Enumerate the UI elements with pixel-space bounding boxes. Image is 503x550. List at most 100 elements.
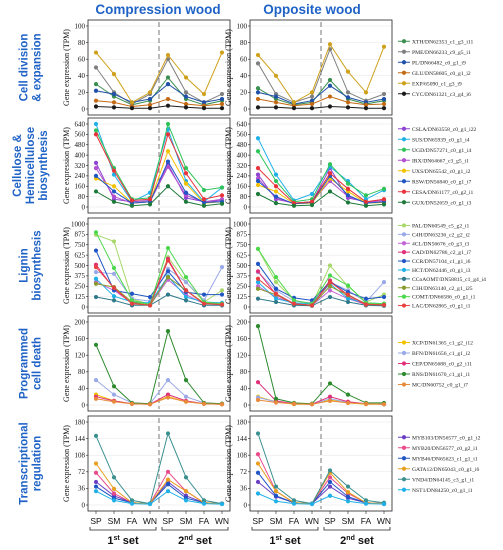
legend-item: C3H/DN63140_c2_g1_i25 xyxy=(398,285,473,292)
data-point xyxy=(345,200,351,205)
y-tick-label: 625 xyxy=(237,251,248,259)
y-tick-label: 0 xyxy=(244,203,248,211)
data-point xyxy=(345,181,351,186)
data-point xyxy=(327,171,333,176)
data-point xyxy=(183,190,189,195)
series-line xyxy=(257,79,385,106)
data-point xyxy=(345,186,351,191)
y-tick-label: 144 xyxy=(237,435,248,443)
series-line xyxy=(95,431,223,505)
series-line xyxy=(257,95,385,107)
data-point xyxy=(111,199,117,204)
data-point xyxy=(111,91,117,97)
series-cw-2 xyxy=(93,121,225,202)
column-title-compression: Compression wood xyxy=(95,2,220,17)
legend-swatch-dot xyxy=(401,126,407,131)
legend-item: NST1/DN84250_c0_g1_i1 xyxy=(398,487,473,494)
data-point xyxy=(363,102,369,107)
legend-swatch-dot xyxy=(401,49,407,54)
y-tick-label: 750 xyxy=(75,241,86,249)
data-point xyxy=(129,298,135,303)
data-point xyxy=(255,431,261,436)
x-tick-label: WN xyxy=(305,516,319,526)
data-point xyxy=(309,106,315,111)
plot-frame xyxy=(87,415,231,512)
series-line xyxy=(257,175,385,205)
data-point xyxy=(255,269,261,274)
panel-ow-3: 0 40 80 120 160 200 Gene expression (TPM) xyxy=(224,315,393,412)
legend-item: COMT/DN66586_c0_g1_i1 xyxy=(398,294,476,301)
legend-item: CAD/DN62786_c2_g1_i7 xyxy=(398,250,471,256)
legend-label: 4CL/DN56676_c0_g3_i3 xyxy=(412,241,469,247)
data-point xyxy=(147,402,153,407)
data-point xyxy=(255,52,261,58)
panel-cw-3: 0 40 80 120 160 200 Gene expression (TPM) xyxy=(62,315,231,412)
y-tick-label: 750 xyxy=(237,241,248,249)
data-point xyxy=(327,284,333,289)
y-tick-label: 875 xyxy=(237,231,248,239)
series-line xyxy=(95,132,223,202)
data-point xyxy=(165,469,171,474)
legend-label: CESA/DN61177_c0_g2_i1 xyxy=(412,190,474,196)
y-tick-label: 560 xyxy=(75,131,86,139)
data-point xyxy=(327,493,333,498)
data-point xyxy=(219,91,225,97)
x-tick-label: SP xyxy=(324,516,336,526)
data-point xyxy=(93,132,99,137)
row-title-line: regulation xyxy=(32,436,44,492)
data-point xyxy=(93,50,99,55)
panel-cw-0: 0 20 40 60 80 100 Gene expression (TPM) xyxy=(62,19,231,116)
data-point xyxy=(165,489,171,494)
row-title-line: Lignin xyxy=(19,248,31,283)
legend-swatch-dot xyxy=(401,189,407,194)
data-point xyxy=(327,294,333,300)
legend-item: BFN/DN61656_c1_g1_i2 xyxy=(398,350,470,357)
data-point xyxy=(363,401,369,406)
data-point xyxy=(111,384,117,389)
series-ow-5 xyxy=(255,491,387,507)
legend-swatch-dot xyxy=(401,267,407,273)
legend-label: MC/DN60752_c0_g1_i7 xyxy=(412,383,468,389)
y-tick-label: 80 xyxy=(240,368,248,376)
data-point xyxy=(255,479,261,485)
y-tick-label: 80 xyxy=(240,39,248,47)
data-point xyxy=(183,294,189,300)
data-point xyxy=(183,399,189,404)
data-point xyxy=(327,104,333,109)
legend-item: IRX/DN64667_c3_g5_i1 xyxy=(398,158,469,164)
y-tick-label: 40 xyxy=(78,385,86,393)
y-tick-label: 80 xyxy=(240,193,248,201)
data-point xyxy=(327,77,333,83)
data-point xyxy=(201,188,207,193)
legend-label: UGD/DN57271_c0_g1_i4 xyxy=(412,148,472,154)
data-point xyxy=(381,44,387,49)
y-tick-label: 250 xyxy=(237,283,248,291)
data-point xyxy=(273,184,279,189)
data-point xyxy=(345,489,351,495)
series-line xyxy=(95,463,223,505)
data-point xyxy=(345,100,351,105)
series-line xyxy=(95,122,223,200)
legend-swatch-dot xyxy=(401,350,407,356)
data-point xyxy=(201,106,207,111)
data-point xyxy=(219,201,225,206)
data-point xyxy=(201,301,207,306)
series-cw-5 xyxy=(93,489,225,507)
data-point xyxy=(381,101,387,107)
legend-item: MC/DN60752_c0_g1_i7 xyxy=(398,382,468,389)
data-point xyxy=(381,91,387,97)
data-point xyxy=(183,275,189,280)
data-point xyxy=(129,100,135,105)
y-axis-label: Gene expression (TPM) xyxy=(62,227,71,304)
data-point xyxy=(327,273,333,278)
data-point xyxy=(219,101,225,107)
data-point xyxy=(183,498,189,503)
data-point xyxy=(273,484,279,489)
x-tick-label: FA xyxy=(199,516,210,526)
panel-ow-1: 0 80 160 240 320 400 480 560 640 Gene expression … xyxy=(224,117,393,214)
y-tick-label: 100 xyxy=(75,22,86,30)
data-point xyxy=(129,401,135,406)
y-tick-label: 400 xyxy=(75,151,86,159)
series-line xyxy=(257,150,385,203)
data-point xyxy=(327,381,333,386)
